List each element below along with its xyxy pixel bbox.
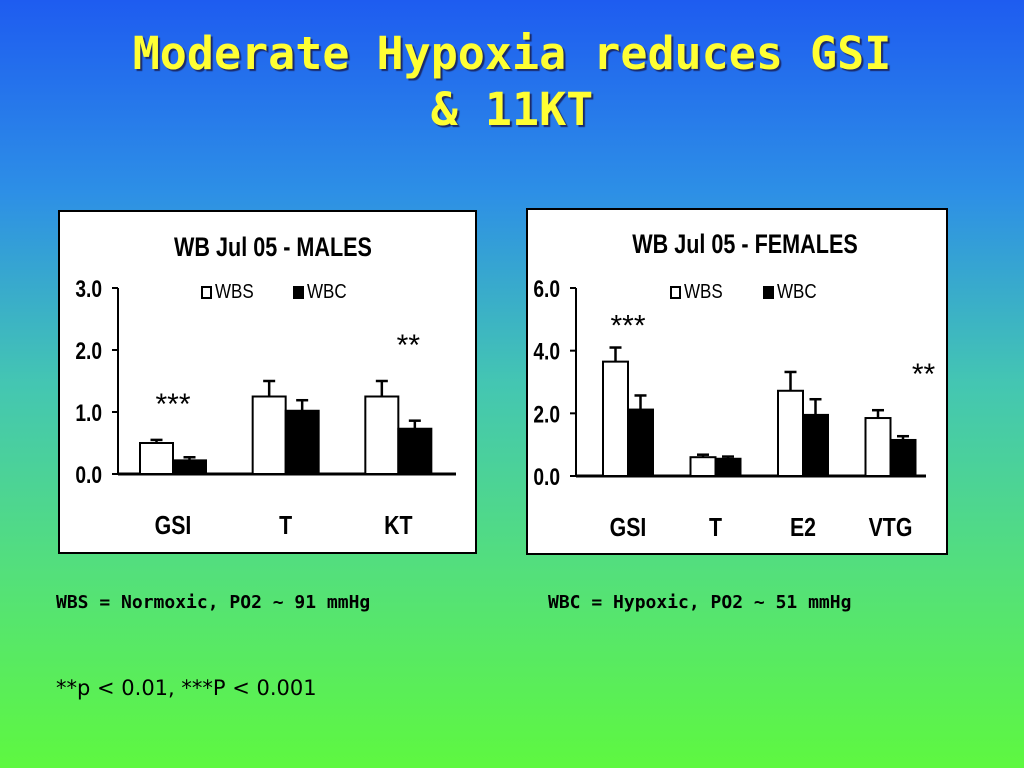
- significance-marker: ***: [155, 388, 190, 421]
- category-label-e2: E2: [790, 513, 816, 543]
- bar-wbs-t: [251, 395, 287, 475]
- chart-panel-males: WB Jul 05 - MALES 0.0 1.0 2.0 3.0 WBS WBC GSI **…: [58, 210, 477, 554]
- legend-swatch-wbs: [201, 286, 212, 299]
- bar-wbc-vtg: [889, 438, 917, 477]
- legend-swatch-wbc: [763, 286, 774, 299]
- bar-wbs-vtg: [864, 417, 892, 478]
- legend-label-wbs: WBS: [684, 280, 723, 303]
- category-label-gsi: GSI: [155, 511, 192, 541]
- legend-label-wbc: WBC: [307, 280, 347, 303]
- bar-wbs-gsi: [602, 360, 629, 477]
- y-tick-label: 1.0: [75, 399, 102, 427]
- bar-wbs-gsi: [139, 442, 174, 475]
- significance-note: **p < 0.01, ***P < 0.001: [56, 676, 317, 700]
- category-label-t: T: [709, 513, 722, 543]
- y-tick-label: 2.0: [75, 337, 102, 365]
- slide-title: Moderate Hypoxia reduces GSI & 11KT: [0, 26, 1024, 138]
- legend-label-wbs: WBS: [215, 280, 254, 303]
- significance-marker: **: [397, 329, 421, 362]
- bar-wbs-e2: [777, 389, 804, 477]
- significance-marker: **: [912, 358, 936, 391]
- chart-females: WB Jul 05 - FEMALES 0.0 2.0 4.0 6.0 WBS WBC GSI…: [533, 230, 936, 543]
- y-tick-label: 4.0: [533, 338, 560, 366]
- bar-wbc-t: [284, 409, 320, 475]
- chart-panel-females: WB Jul 05 - FEMALES 0.0 2.0 4.0 6.0 WBS WBC GSI…: [526, 208, 948, 555]
- title-line-2: & 11KT: [430, 83, 594, 136]
- y-tick-label: 0.0: [75, 461, 102, 489]
- bar-wbs-kt: [364, 395, 400, 475]
- wbs-definition: WBS = Normoxic, PO2 ~ 91 mmHg: [56, 592, 371, 613]
- bar-wbc-kt: [397, 427, 433, 476]
- bar-wbc-t: [714, 457, 742, 477]
- y-tick-label: 2.0: [533, 400, 560, 428]
- category-label-t: T: [279, 511, 292, 541]
- wbc-definition: WBC = Hypoxic, PO2 ~ 51 mmHg: [548, 592, 852, 613]
- chart-title: WB Jul 05 - MALES: [174, 233, 372, 263]
- y-tick-label: 3.0: [75, 275, 102, 303]
- y-tick-label: 0.0: [533, 463, 560, 491]
- category-label-kt: KT: [384, 511, 413, 541]
- legend-label-wbc: WBC: [777, 280, 817, 303]
- bar-wbc-gsi: [627, 408, 654, 477]
- bar-wbc-gsi: [172, 459, 207, 476]
- title-line-1: Moderate Hypoxia reduces GSI: [132, 27, 892, 80]
- legend-swatch-wbc: [293, 286, 304, 299]
- bar-wbc-e2: [802, 413, 829, 477]
- significance-marker: ***: [610, 310, 645, 343]
- y-tick-label: 6.0: [533, 275, 560, 303]
- category-label-vtg: VTG: [869, 513, 913, 543]
- category-label-gsi: GSI: [610, 513, 647, 543]
- chart-males: WB Jul 05 - MALES 0.0 1.0 2.0 3.0 WBS WBC GSI **…: [75, 233, 456, 541]
- bar-wbs-t: [689, 456, 717, 477]
- chart-title: WB Jul 05 - FEMALES: [632, 230, 858, 260]
- legend-swatch-wbs: [670, 286, 681, 299]
